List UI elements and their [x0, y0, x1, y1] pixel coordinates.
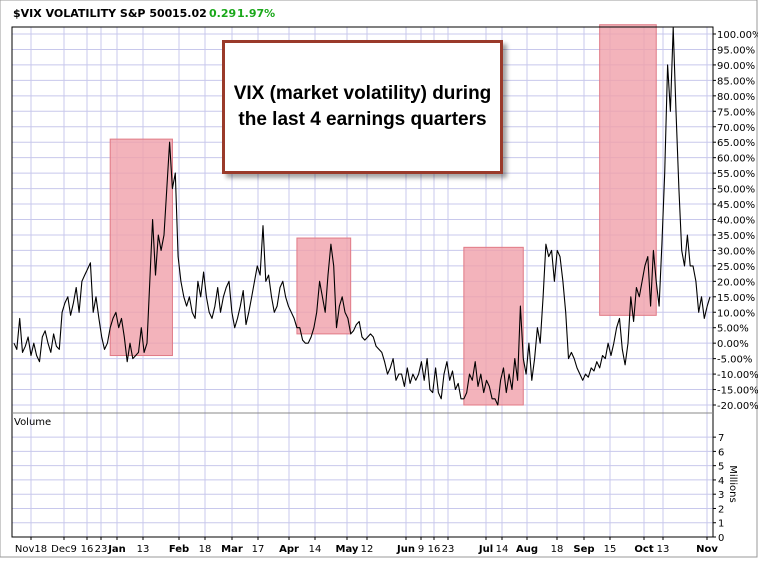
x-tick-label: 23: [95, 544, 108, 555]
x-axis-ticks: Nov18 Dec9 16 23 Jan 13 Feb 18 Mar 17 Apr 14 May 12 Ju…: [15, 537, 718, 555]
y-tick-label: 75.00%: [717, 107, 755, 118]
x-tick-label: Apr: [279, 544, 299, 555]
y-tick-label: 60.00%: [717, 154, 755, 165]
x-tick-label: 13: [657, 544, 670, 555]
volume-tick-label: 7: [718, 433, 724, 444]
x-tick-label: Mar: [221, 544, 243, 555]
volume-panel-title: Volume: [14, 417, 51, 428]
y-tick-label: -5.00%: [717, 355, 752, 366]
y-tick-label: 85.00%: [717, 76, 755, 87]
y-tick-label: 25.00%: [717, 262, 755, 273]
y-tick-label: 50.00%: [717, 185, 755, 196]
x-tick-label: Jun: [396, 544, 415, 555]
x-tick-label: 15: [604, 544, 617, 555]
x-tick-label: 23: [442, 544, 455, 555]
y-tick-label: 5.00%: [717, 324, 749, 335]
volume-tick-label: 4: [718, 476, 724, 487]
x-tick-label: Oct: [634, 544, 653, 555]
x-tick-label: 14: [496, 544, 509, 555]
x-tick-label: May: [336, 544, 359, 555]
y-tick-label: -10.00%: [717, 370, 758, 381]
x-tick-label: 16: [428, 544, 441, 555]
x-tick-label: Dec9: [51, 544, 77, 555]
y-tick-label: 80.00%: [717, 92, 755, 103]
x-tick-label: Nov: [696, 544, 718, 555]
y-tick-label: 45.00%: [717, 200, 755, 211]
volume-axis-label: Millions: [727, 465, 738, 502]
y-tick-label: 95.00%: [717, 45, 755, 56]
chart-header-symbol: $VIX VOLATILITY S&P 500: [13, 7, 173, 20]
vix-line: [13, 27, 711, 406]
y-tick-label: 0.00%: [717, 339, 749, 350]
x-tick-label: Jul: [478, 544, 493, 555]
y-tick-label: 100.00%: [717, 30, 758, 41]
x-tick-label: 9: [418, 544, 424, 555]
vix-series-line: [13, 27, 711, 406]
volume-tick-label: 3: [718, 490, 724, 501]
y-tick-label: 20.00%: [717, 277, 755, 288]
x-tick-label: Aug: [516, 544, 538, 555]
y-tick-label: 55.00%: [717, 169, 755, 180]
earnings-highlight: [599, 24, 657, 316]
y-tick-label: 70.00%: [717, 123, 755, 134]
x-tick-label: Jan: [107, 544, 126, 555]
chart-header-change-pct: 1.97%: [237, 7, 275, 20]
y-tick-label: -15.00%: [717, 386, 758, 397]
chart-header-change: 0.29: [209, 7, 236, 20]
x-tick-label: Nov18: [15, 544, 47, 555]
x-tick-label: 12: [361, 544, 374, 555]
volume-tick-label: 1: [718, 519, 724, 530]
x-tick-label: 14: [309, 544, 322, 555]
y-tick-label: 15.00%: [717, 293, 755, 304]
y-tick-label: 40.00%: [717, 216, 755, 227]
volume-tick-label: 2: [718, 504, 724, 515]
volume-tick-label: 5: [718, 462, 724, 473]
chart-header-last: 15.02: [172, 7, 207, 20]
plot-border: [11, 26, 714, 538]
x-tick-label: Feb: [169, 544, 189, 555]
volume-axis-ticks: 7 6 5 4 3 2 1 0: [713, 433, 724, 544]
y-tick-label: 10.00%: [717, 308, 755, 319]
x-tick-label: 16: [81, 544, 94, 555]
earnings-highlight: [463, 246, 524, 406]
annotation-text: VIX (market volatility) during the last …: [233, 83, 492, 130]
x-tick-label: 18: [551, 544, 564, 555]
x-tick-label: 17: [252, 544, 265, 555]
annotation-box: VIX (market volatility) during the last …: [222, 40, 503, 174]
y-tick-label: 35.00%: [717, 231, 755, 242]
volume-tick-label: 0: [718, 533, 724, 544]
y-tick-label: 90.00%: [717, 61, 755, 72]
volume-tick-label: 6: [718, 447, 724, 458]
x-tick-label: Sep: [573, 544, 594, 555]
y-tick-label: 65.00%: [717, 138, 755, 149]
y-axis-ticks: 100.00% 95.00% 90.00% 85.00% 80.00% 75.00% 70.…: [713, 30, 758, 412]
x-tick-label: 13: [137, 544, 150, 555]
earnings-highlight: [296, 237, 352, 335]
y-tick-label: 30.00%: [717, 246, 755, 257]
y-tick-label: -20.00%: [717, 401, 758, 412]
x-tick-label: 18: [199, 544, 212, 555]
